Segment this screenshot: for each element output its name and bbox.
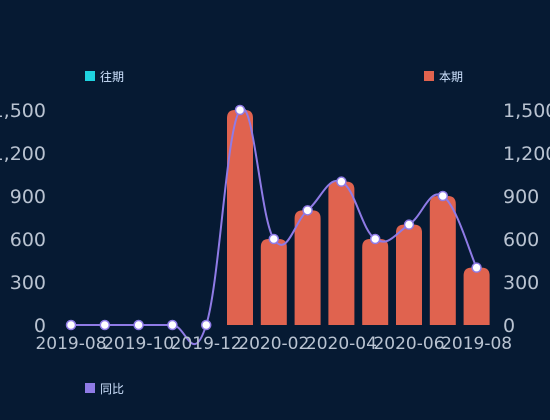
y-left-tick-0: 0 xyxy=(34,315,46,337)
bar-series xyxy=(227,110,490,325)
bar-11[interactable] xyxy=(429,196,456,325)
x-axis: 2019-082019-102019-122020-022020-042020-… xyxy=(35,334,512,354)
line-point-2[interactable] xyxy=(133,319,144,331)
legend-label-2[interactable]: 同比 xyxy=(100,382,124,396)
y-left-tick-3: 900 xyxy=(10,186,46,208)
y-left-tick-4: 1,200 xyxy=(0,143,46,165)
line-point-5[interactable] xyxy=(234,104,246,116)
line-point-1[interactable] xyxy=(99,319,111,331)
y-right-tick-1: 300 xyxy=(503,272,539,294)
y-right-tick-0: 0 xyxy=(503,315,515,337)
legend-swatch-1 xyxy=(424,71,434,81)
bar-10[interactable] xyxy=(396,224,422,325)
line-point-3[interactable] xyxy=(167,319,178,331)
bar-12[interactable] xyxy=(463,267,490,325)
legend-label-0[interactable]: 往期 xyxy=(100,69,124,84)
line-point-10[interactable] xyxy=(403,219,415,230)
y-axis-left: 0 300 600 900 1,200 1,500 xyxy=(0,100,46,337)
line-point-6[interactable] xyxy=(268,233,280,245)
x-tick-3: 2020-02 xyxy=(238,334,309,354)
x-tick-0: 2019-08 xyxy=(35,334,106,354)
bar-7[interactable] xyxy=(294,210,321,325)
legend-swatch-2 xyxy=(85,383,95,393)
line-point-9[interactable] xyxy=(369,233,381,245)
y-left-tick-2: 600 xyxy=(10,229,46,251)
y-axis-right: 0 300 600 900 1,200 1,500 xyxy=(503,100,550,337)
y-left-tick-1: 300 xyxy=(10,272,46,294)
line-series xyxy=(65,104,482,345)
y-right-tick-3: 900 xyxy=(503,186,539,208)
y-right-tick-5: 1,500 xyxy=(503,100,550,122)
line-point-11[interactable] xyxy=(437,190,449,202)
bar-9[interactable] xyxy=(362,239,389,325)
y-right-tick-2: 600 xyxy=(503,229,539,251)
line-point-12[interactable] xyxy=(471,262,482,273)
bar-5[interactable] xyxy=(227,110,253,325)
legend-label-1[interactable]: 本期 xyxy=(439,70,463,84)
y-right-tick-4: 1,200 xyxy=(503,143,550,165)
line-point-4[interactable] xyxy=(200,319,212,331)
legend-swatch-0 xyxy=(85,71,95,81)
x-tick-2: 2019-12 xyxy=(171,334,242,354)
x-tick-1: 2019-10 xyxy=(103,334,174,354)
x-tick-6: 2019-08 xyxy=(441,334,512,354)
y-left-tick-5: 1,500 xyxy=(0,100,46,122)
x-tick-4: 2020-04 xyxy=(306,334,377,354)
line-point-7[interactable] xyxy=(302,205,313,216)
bar-6[interactable] xyxy=(260,239,287,325)
line-point-0[interactable] xyxy=(65,319,77,331)
x-tick-5: 2020-06 xyxy=(373,334,444,354)
line-point-8[interactable] xyxy=(336,176,347,187)
bar-8[interactable] xyxy=(328,181,355,325)
